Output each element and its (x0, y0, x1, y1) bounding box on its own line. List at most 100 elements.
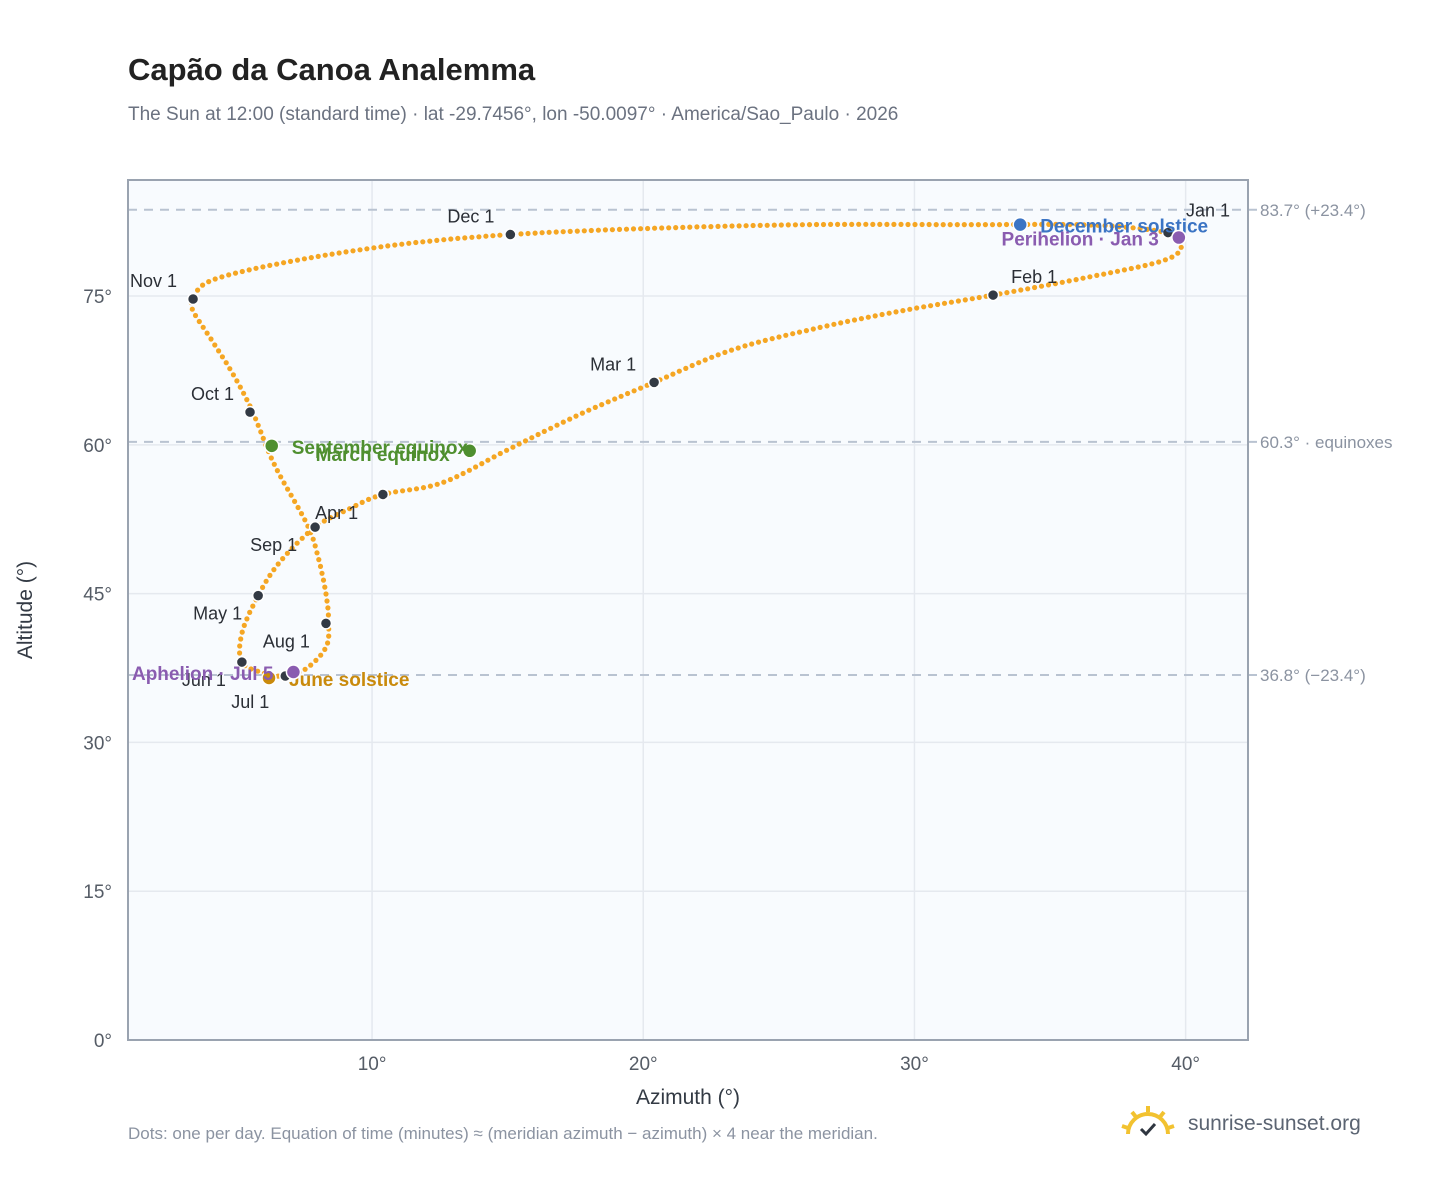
day-dot (334, 511, 340, 518)
day-dot (347, 506, 353, 512)
day-dot (212, 276, 218, 282)
day-dot (1080, 275, 1086, 281)
day-dot (392, 242, 398, 248)
day-dot (244, 616, 250, 622)
day-dot (845, 318, 851, 324)
day-dot (900, 308, 906, 314)
day-dot (683, 365, 689, 371)
x-tick-label: 40° (1171, 1054, 1200, 1075)
day-dot (316, 557, 322, 563)
day-dot (735, 345, 741, 351)
day-dot (278, 474, 284, 480)
day-dot (420, 239, 426, 245)
day-dot (298, 510, 305, 517)
day-dot (1094, 272, 1100, 278)
day-dot (886, 310, 892, 316)
day-dot (898, 221, 904, 227)
day-dot (612, 396, 618, 402)
day-dot (1102, 223, 1108, 229)
day-dot (792, 222, 799, 228)
day-dot (989, 222, 996, 228)
day-dot (250, 603, 256, 609)
month-marker (308, 520, 322, 534)
day-dot (267, 262, 273, 268)
day-dot (1175, 250, 1181, 256)
day-dot (976, 294, 982, 301)
event-label: June solstice (289, 670, 409, 691)
day-dot (806, 222, 813, 228)
day-dot (1052, 281, 1058, 287)
day-dot (223, 360, 229, 366)
day-dot (1018, 287, 1024, 293)
day-dot (267, 572, 273, 579)
day-dot (799, 222, 806, 228)
day-dot (750, 222, 756, 229)
day-dot (196, 318, 202, 325)
day-dot (618, 393, 624, 399)
event-label: Aphelion · Jul 5 (132, 664, 274, 685)
day-dot (321, 518, 327, 524)
day-dot (393, 489, 399, 495)
day-dot (308, 255, 314, 261)
month-label: Sep 1 (250, 535, 297, 555)
day-dot (982, 222, 989, 228)
grid-layer (128, 180, 1248, 1041)
day-dot (1032, 221, 1038, 227)
day-dot (322, 584, 328, 590)
day-dot (327, 515, 334, 521)
day-dot (1073, 277, 1079, 283)
day-dot (687, 224, 693, 230)
day-dot (372, 494, 378, 500)
day-dot (292, 498, 298, 504)
day-dot (232, 270, 239, 276)
day-dot (318, 652, 324, 658)
day-dot (623, 226, 630, 232)
day-dot (413, 486, 420, 492)
day-dot (427, 483, 433, 489)
day-dot (274, 468, 280, 474)
day-dot (616, 226, 623, 232)
event-label: Perihelion · Jan 3 (1002, 230, 1159, 251)
event-marker (263, 438, 280, 454)
day-dot (709, 354, 715, 360)
day-dot (969, 296, 975, 302)
day-dot (865, 314, 871, 320)
brand-logo[interactable]: sunrise-sunset.org (1120, 1104, 1361, 1144)
month-label: Nov 1 (130, 271, 177, 291)
day-dot (586, 407, 592, 413)
day-dot (325, 605, 331, 611)
month-marker (251, 589, 265, 602)
day-dot (310, 536, 316, 542)
month-label: Mar 1 (590, 354, 636, 374)
day-dot (219, 354, 225, 360)
month-marker (243, 405, 257, 419)
day-dot (1025, 286, 1031, 292)
day-dot (479, 461, 485, 467)
day-dot (1003, 221, 1010, 228)
day-dot (567, 228, 573, 234)
month-marker (319, 617, 333, 630)
chart-subtitle: The Sun at 12:00 (standard time) · lat -… (128, 104, 899, 125)
day-dot (605, 399, 611, 405)
day-dot (1123, 224, 1129, 230)
day-dot (831, 321, 837, 327)
event-label: September equinox (292, 438, 469, 459)
day-dot (244, 397, 250, 403)
day-dot (645, 225, 651, 232)
day-dot (877, 221, 883, 227)
event-marker (261, 670, 277, 686)
day-dot (919, 221, 925, 228)
month-marker (186, 292, 200, 306)
day-dot (322, 646, 328, 653)
day-dot (1144, 226, 1150, 232)
month-label: Jul 1 (231, 692, 269, 712)
day-dot (560, 419, 566, 425)
day-dot (313, 657, 319, 664)
day-dot (271, 567, 277, 573)
month-label: Feb 1 (1011, 267, 1057, 287)
day-dot (529, 435, 535, 441)
day-dot (200, 282, 206, 288)
month-marker (647, 376, 661, 389)
day-dot (385, 243, 391, 249)
